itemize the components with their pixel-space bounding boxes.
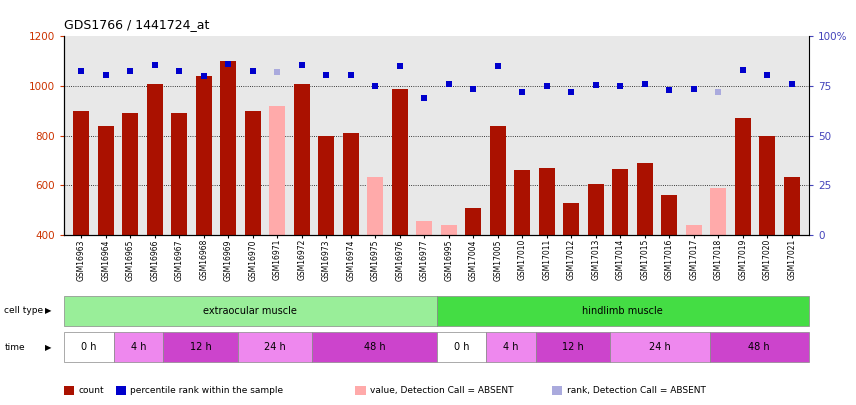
Bar: [514, 171, 530, 235]
Text: rank, Detection Call = ABSENT: rank, Detection Call = ABSENT: [567, 386, 705, 395]
Text: 0 h: 0 h: [81, 342, 97, 352]
Bar: [416, 221, 432, 235]
Text: 4 h: 4 h: [503, 342, 519, 352]
Bar: [98, 126, 114, 235]
Bar: [710, 188, 726, 235]
Bar: [784, 177, 800, 235]
Text: 24 h: 24 h: [265, 342, 286, 352]
Bar: [734, 118, 751, 235]
Bar: [147, 83, 163, 235]
Bar: [245, 111, 261, 235]
Bar: [171, 113, 187, 235]
Text: percentile rank within the sample: percentile rank within the sample: [130, 386, 283, 395]
Text: hindlimb muscle: hindlimb muscle: [582, 306, 663, 316]
Bar: [563, 202, 580, 235]
Text: 48 h: 48 h: [364, 342, 385, 352]
Bar: [686, 225, 702, 235]
Text: 12 h: 12 h: [562, 342, 584, 352]
Bar: [612, 169, 628, 235]
Bar: [220, 61, 236, 235]
Bar: [318, 136, 335, 235]
Bar: [441, 225, 457, 235]
Bar: [196, 76, 211, 235]
Bar: [74, 111, 89, 235]
Text: 24 h: 24 h: [649, 342, 671, 352]
Text: cell type: cell type: [4, 306, 44, 315]
Bar: [392, 89, 407, 235]
Bar: [294, 83, 310, 235]
Text: 0 h: 0 h: [454, 342, 469, 352]
Bar: [637, 163, 653, 235]
Bar: [466, 208, 481, 235]
Text: value, Detection Call = ABSENT: value, Detection Call = ABSENT: [370, 386, 514, 395]
Bar: [367, 177, 383, 235]
Bar: [122, 113, 139, 235]
Bar: [588, 184, 603, 235]
Bar: [343, 133, 359, 235]
Text: 4 h: 4 h: [131, 342, 146, 352]
Text: ▶: ▶: [45, 306, 51, 315]
Text: count: count: [79, 386, 104, 395]
Text: 48 h: 48 h: [748, 342, 770, 352]
Bar: [270, 106, 285, 235]
Text: time: time: [4, 343, 25, 352]
Bar: [538, 168, 555, 235]
Bar: [759, 136, 776, 235]
Bar: [662, 195, 677, 235]
Text: 12 h: 12 h: [190, 342, 211, 352]
Text: extraocular muscle: extraocular muscle: [204, 306, 297, 316]
Text: GDS1766 / 1441724_at: GDS1766 / 1441724_at: [64, 18, 210, 31]
Text: ▶: ▶: [45, 343, 51, 352]
Bar: [490, 126, 506, 235]
